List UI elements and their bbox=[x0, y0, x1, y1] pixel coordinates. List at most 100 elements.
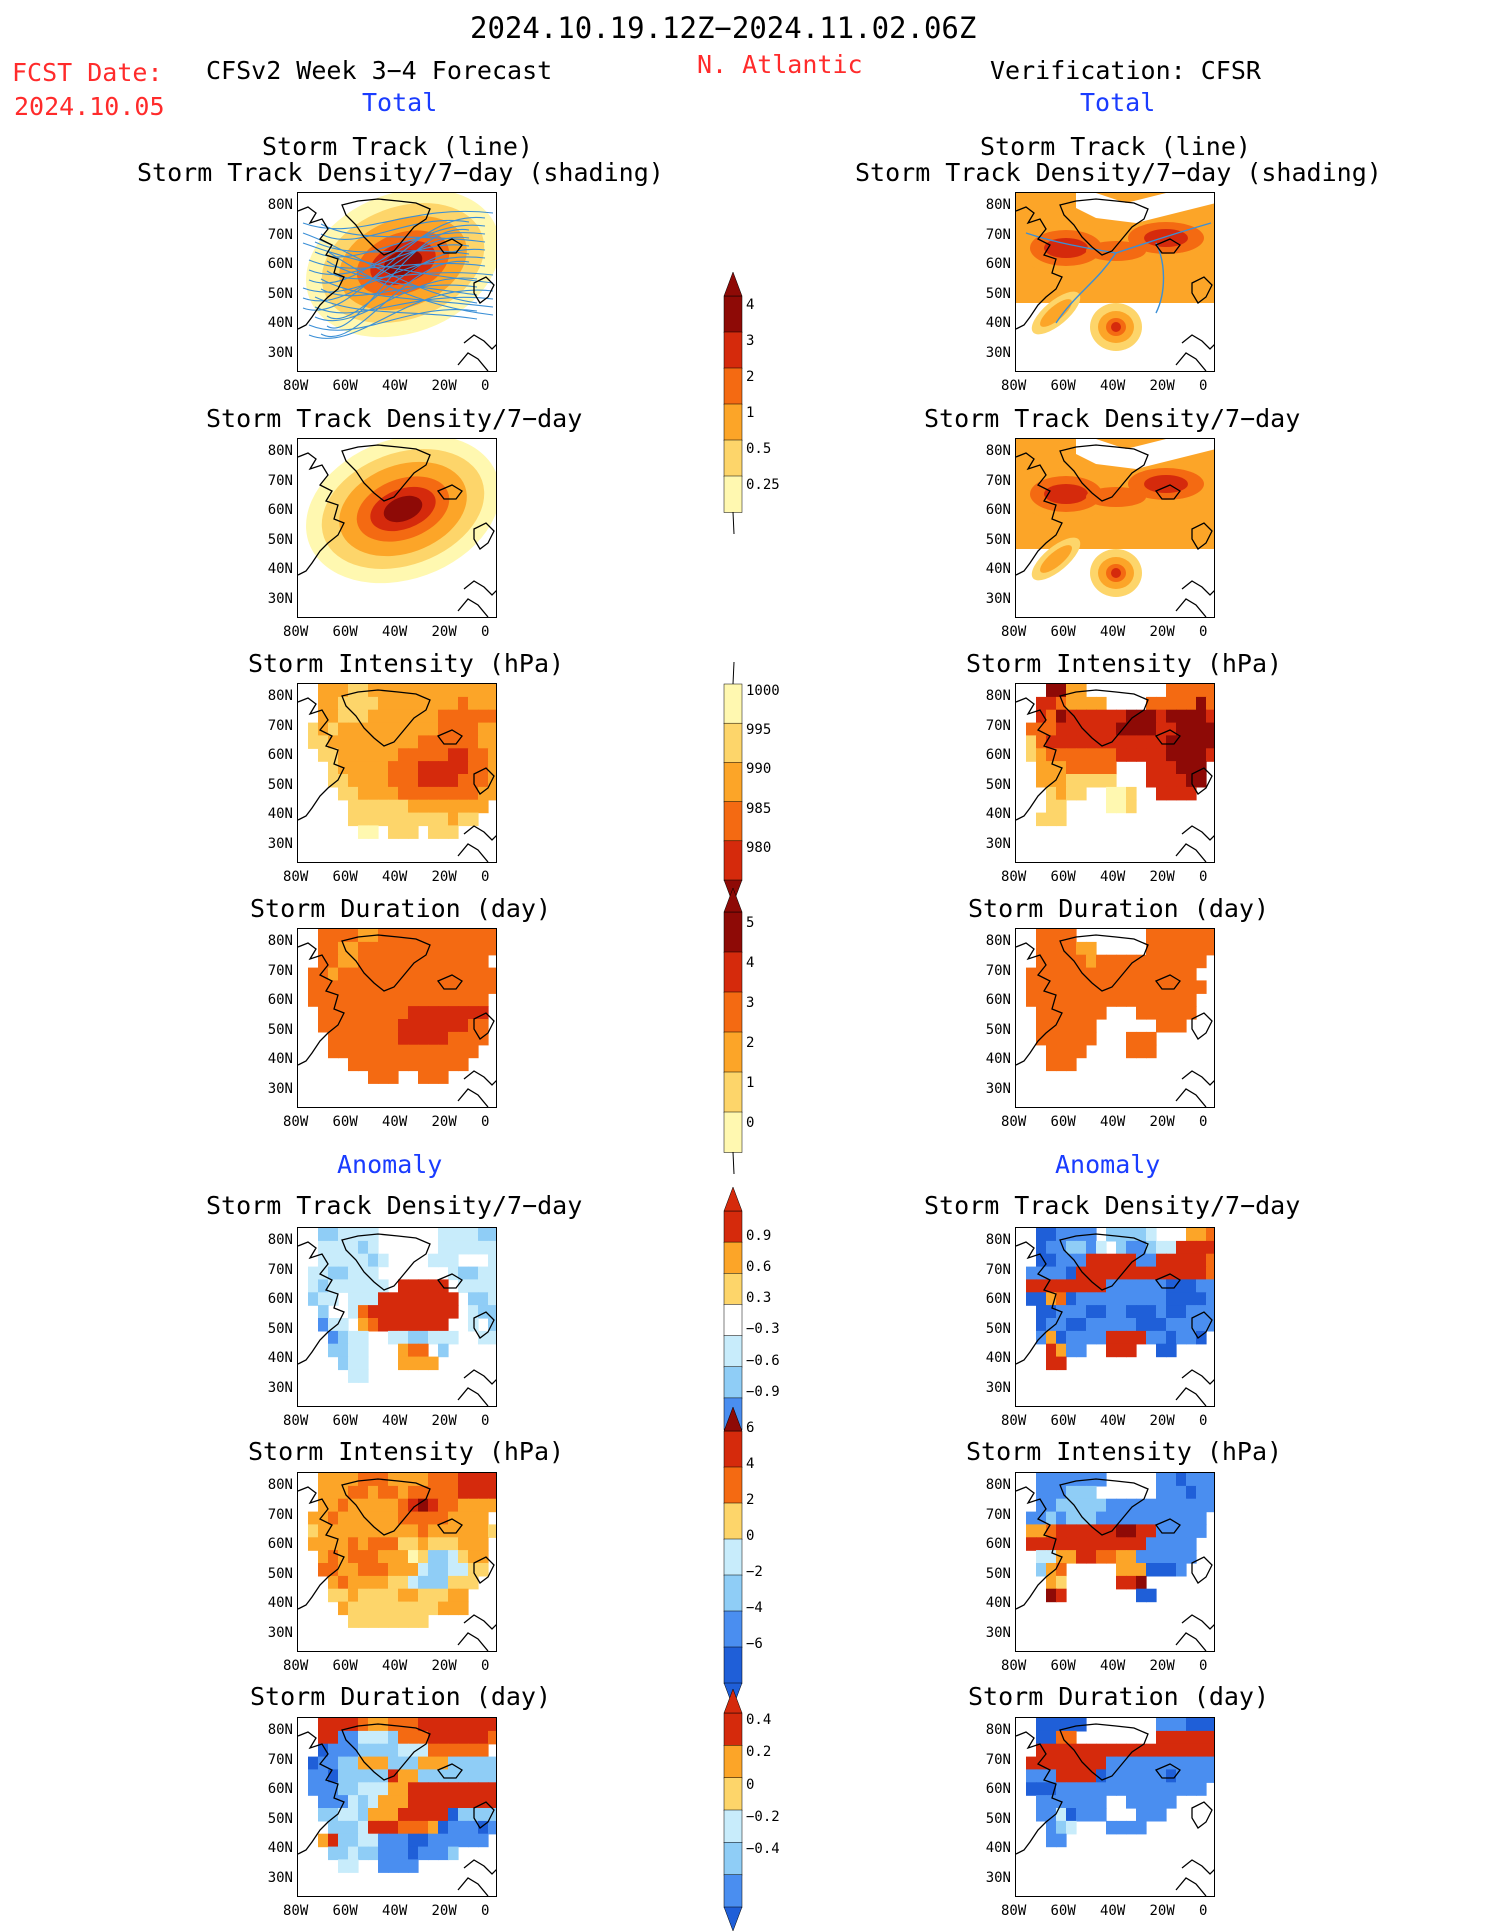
grid-cell bbox=[1146, 1511, 1157, 1526]
grid-cell bbox=[448, 1228, 459, 1242]
grid-cell bbox=[398, 1537, 409, 1551]
grid-cell bbox=[1126, 1305, 1137, 1319]
grid-cell bbox=[1156, 1718, 1167, 1732]
storm-track-line bbox=[314, 277, 478, 322]
lon-tick-label: 60W bbox=[1050, 624, 1076, 640]
grid-cell bbox=[1196, 980, 1207, 994]
lat-tick-label: 60N bbox=[985, 992, 1011, 1008]
grid-cell bbox=[1026, 993, 1037, 1007]
grid-cell bbox=[1046, 1782, 1057, 1796]
grid-cell bbox=[1136, 1006, 1147, 1020]
grid-cell bbox=[328, 1833, 339, 1848]
grid-cell bbox=[378, 1756, 389, 1771]
grid-cell bbox=[1076, 696, 1087, 711]
grid-cell bbox=[308, 1756, 319, 1771]
grid-cell bbox=[1186, 748, 1197, 762]
grid-cell bbox=[418, 722, 429, 737]
lon-tick-label: 60W bbox=[1050, 1413, 1076, 1429]
grid-cell bbox=[1096, 1498, 1107, 1513]
grid-cell bbox=[398, 1006, 409, 1020]
grid-cell bbox=[1166, 993, 1177, 1007]
grid-cell bbox=[1026, 1279, 1037, 1293]
grid-cell bbox=[1136, 1292, 1147, 1306]
colorbar-segment bbox=[723, 1874, 743, 1908]
lon-tick-label: 80W bbox=[1001, 869, 1027, 885]
grid-cell bbox=[338, 1743, 349, 1758]
grid-cell bbox=[1036, 1031, 1047, 1046]
grid-cell bbox=[368, 1833, 379, 1848]
grid-cell bbox=[358, 1601, 369, 1616]
grid-cell bbox=[488, 1756, 496, 1771]
grid-cell bbox=[1026, 1266, 1037, 1281]
lat-tick-label: 80N bbox=[267, 443, 293, 459]
grid-cell bbox=[1136, 1550, 1147, 1564]
grid-cell bbox=[348, 1808, 359, 1822]
grid-cell bbox=[368, 722, 379, 737]
grid-cell bbox=[1156, 1473, 1167, 1487]
grid-cell bbox=[358, 684, 369, 698]
grid-cell bbox=[1106, 967, 1117, 982]
grid-cell bbox=[348, 1485, 359, 1500]
grid-cell bbox=[368, 1614, 379, 1628]
grid-cell bbox=[348, 1006, 359, 1020]
grid-cell bbox=[408, 1343, 419, 1358]
grid-cell bbox=[438, 1601, 449, 1616]
grid-cell bbox=[368, 1743, 379, 1758]
grid-cell bbox=[368, 1057, 379, 1072]
grid-cell bbox=[1156, 1498, 1167, 1513]
grid-cell bbox=[388, 1485, 399, 1500]
grid-cell bbox=[1186, 786, 1197, 801]
grid-cell bbox=[388, 1820, 399, 1835]
colorbar-label: 0.3 bbox=[746, 1290, 772, 1307]
lon-tick-label: 40W bbox=[1100, 624, 1126, 640]
grid-cell bbox=[388, 1006, 399, 1020]
lon-tick-label: 40W bbox=[1100, 1903, 1126, 1919]
grid-cell bbox=[408, 799, 419, 814]
grid-cell bbox=[1166, 735, 1177, 749]
grid-cell bbox=[398, 1718, 409, 1732]
grid-cell bbox=[318, 1498, 329, 1513]
grid-cell bbox=[1066, 722, 1077, 737]
grid-cell bbox=[328, 735, 339, 749]
grid-cell bbox=[1036, 709, 1047, 724]
lat-tick-label: 50N bbox=[985, 1320, 1011, 1337]
grid-cell bbox=[1206, 1292, 1214, 1306]
lat-tick-label: 50N bbox=[985, 1021, 1011, 1038]
grid-cell bbox=[478, 1240, 489, 1255]
grid-cell bbox=[418, 1782, 429, 1796]
lon-tick-label: 40W bbox=[1100, 1114, 1126, 1130]
grid-cell bbox=[1116, 1550, 1127, 1564]
grid-cell bbox=[398, 980, 409, 994]
grid-cell bbox=[1156, 786, 1167, 801]
map-panel-ianom2 bbox=[1015, 1472, 1215, 1652]
grid-cell bbox=[438, 1318, 449, 1332]
grid-cell bbox=[458, 1588, 469, 1603]
grid-cell bbox=[1126, 1563, 1137, 1577]
grid-cell bbox=[328, 967, 339, 982]
grid-cell bbox=[1056, 1524, 1067, 1538]
grid-cell bbox=[1146, 1537, 1157, 1551]
grid-cell bbox=[1086, 1006, 1097, 1020]
lon-tick-label: 60W bbox=[332, 378, 358, 394]
grid-cell bbox=[348, 761, 359, 775]
grid-cell bbox=[1036, 722, 1047, 737]
lon-tick-label: 60W bbox=[1050, 1114, 1076, 1130]
grid-cell bbox=[388, 774, 399, 788]
grid-cell bbox=[408, 1769, 419, 1783]
grid-cell bbox=[428, 696, 439, 711]
grid-cell bbox=[1116, 722, 1127, 737]
grid-cell bbox=[478, 1511, 489, 1526]
grid-cell bbox=[388, 1846, 399, 1861]
grid-cell bbox=[478, 1718, 489, 1732]
grid-cell bbox=[398, 967, 409, 982]
grid-cell bbox=[1046, 1575, 1057, 1590]
colorbar-segment bbox=[723, 1842, 743, 1876]
grid-cell bbox=[1146, 1769, 1157, 1783]
grid-cell bbox=[1116, 1330, 1127, 1345]
grid-cell bbox=[1166, 929, 1177, 943]
grid-cell bbox=[328, 1292, 339, 1306]
grid-cell bbox=[1166, 1563, 1177, 1577]
grid-cell bbox=[1066, 1718, 1077, 1732]
grid-cell bbox=[318, 1782, 329, 1796]
grid-cell bbox=[468, 1498, 479, 1513]
